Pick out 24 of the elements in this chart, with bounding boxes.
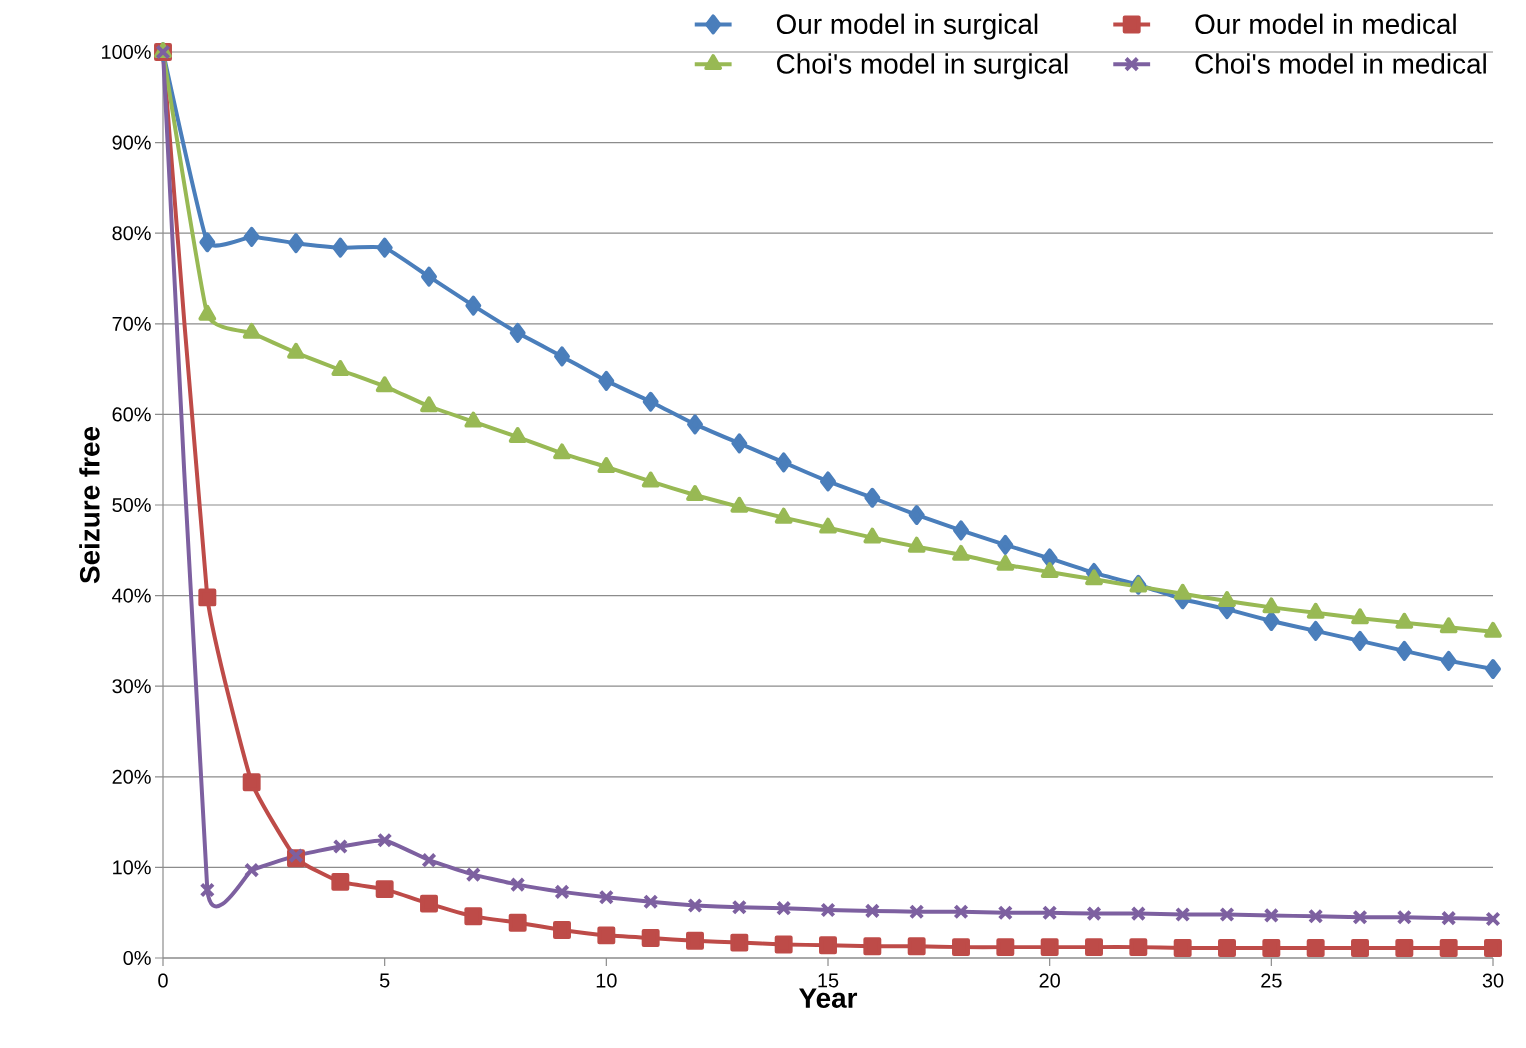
y-tick-label: 50%	[112, 497, 151, 513]
y-tick-label: 80%	[112, 226, 151, 241]
x-tick-label: 0	[158, 973, 168, 988]
x-tick-label: 15	[818, 973, 839, 988]
y-axis-title: Seizure free	[79, 426, 100, 584]
x-tick-label: 20	[1039, 973, 1060, 988]
legend-label: Choi's model in medical	[1195, 53, 1486, 74]
x-tick-label: 5	[379, 973, 390, 988]
y-tick-label: 20%	[112, 769, 151, 784]
x-tick-label: 10	[596, 973, 617, 988]
y-tick-label: 90%	[112, 135, 151, 150]
x-tick-label: 25	[1261, 973, 1282, 988]
y-tick-label: 60%	[112, 407, 151, 422]
legend-label: Our model in surgical	[776, 13, 1038, 40]
y-tick-label: 10%	[113, 860, 151, 875]
x-tick-label: 30	[1482, 973, 1504, 988]
legend-label: Choi's model in surgical	[777, 53, 1068, 80]
legend-label: Our model in medical	[1195, 13, 1456, 35]
y-tick-label: 30%	[112, 679, 151, 694]
y-tick-label: 70%	[112, 316, 151, 331]
y-tick-label: 0%	[123, 950, 151, 966]
y-tick-label: 40%	[112, 588, 151, 603]
y-tick-label: 100%	[102, 44, 151, 60]
x-axis-title: Year	[799, 988, 858, 1008]
